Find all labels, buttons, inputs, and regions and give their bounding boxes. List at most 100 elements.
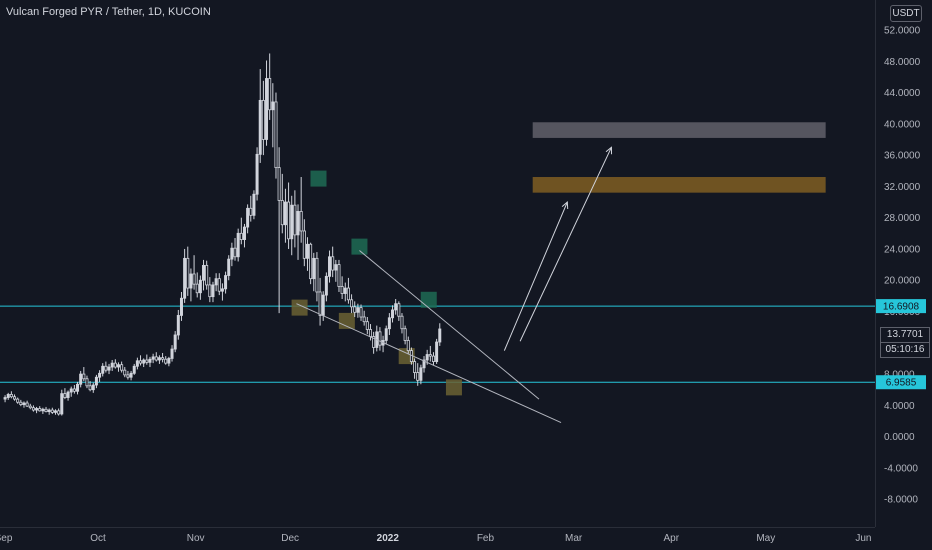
candle-body [321, 294, 325, 316]
x-tick-label: Nov [187, 533, 205, 544]
currency-button[interactable]: USDT [890, 5, 922, 22]
candle-body [123, 369, 127, 376]
candle-body [183, 257, 187, 299]
candle-body [296, 211, 300, 236]
pivot-marker [351, 238, 368, 255]
candle-body [44, 408, 48, 413]
candle-body [13, 396, 17, 400]
bar-countdown: 05:10:16 [881, 342, 929, 357]
candle-body [47, 409, 51, 413]
target-zone-2 [532, 177, 826, 193]
candle-body [302, 230, 306, 259]
current-price-value: 13.7701 [886, 329, 924, 340]
candle-body [35, 408, 39, 411]
candle-body [378, 331, 382, 346]
y-tick-label: 20.0000 [884, 276, 921, 287]
arrow-head [561, 200, 569, 210]
level-badge [876, 375, 926, 390]
candle-body [287, 201, 291, 240]
candle-body [167, 358, 171, 364]
candle-body [334, 264, 338, 271]
candle-body [205, 264, 209, 286]
candle-body [179, 297, 183, 316]
candle-body [372, 336, 376, 348]
trend-line-2 [359, 250, 540, 400]
candle-body [416, 372, 420, 381]
candle-body [154, 356, 158, 361]
candle-body [236, 232, 240, 258]
candle-body [435, 341, 439, 362]
candle-body [142, 359, 146, 364]
candle-body [25, 402, 29, 407]
x-tick-label: May [756, 533, 775, 544]
y-tick-label: 36.0000 [884, 151, 921, 162]
candle-body [60, 393, 64, 415]
candle-body [208, 284, 212, 298]
y-tick-label: 44.0000 [884, 88, 921, 99]
pivot-marker [445, 379, 462, 396]
x-tick-label: Oct [90, 533, 106, 544]
y-tick-label: 28.0000 [884, 213, 921, 224]
candle-body [132, 365, 136, 374]
candle-body [135, 360, 139, 367]
candle-body [69, 388, 73, 393]
target-zone-1 [532, 122, 826, 138]
level-badge-label: 6.9585 [886, 378, 917, 389]
candle-body [413, 361, 417, 373]
candle-body [356, 307, 360, 313]
candle-body [120, 364, 124, 371]
pivot-marker [420, 291, 437, 308]
level-badge [876, 299, 926, 314]
x-tick-label: Sep [0, 533, 13, 544]
candle-body [400, 315, 404, 330]
candle-body [346, 287, 350, 301]
candle-body [170, 348, 174, 359]
candle-body [359, 307, 363, 318]
chart-title: Vulcan Forged PYR / Tether, 1D, KUCOIN [6, 6, 211, 18]
x-tick-label: 2022 [377, 533, 400, 544]
candle-body [268, 78, 272, 111]
candle-body [79, 373, 83, 385]
y-tick-label: 4.0000 [884, 401, 915, 412]
candle-body [113, 362, 117, 368]
candle-body [362, 316, 366, 323]
candle-body [274, 101, 278, 169]
level-badge-label: 16.6908 [883, 302, 920, 313]
candle-body [6, 394, 10, 398]
candle-body [148, 358, 152, 363]
current-price-label: 13.7701 05:10:16 [880, 327, 930, 358]
candle-body [31, 407, 35, 411]
candle-body [324, 275, 328, 296]
candle-body [255, 153, 259, 195]
candle-body [173, 334, 177, 350]
candle-body [85, 378, 89, 387]
candle-body [350, 299, 354, 308]
candle-body [91, 384, 95, 391]
candle-body [315, 257, 319, 293]
candle-body [98, 372, 102, 378]
y-tick-label: 52.0000 [884, 26, 921, 37]
candle-body [198, 279, 202, 294]
candle-body [246, 207, 250, 228]
candle-body [397, 303, 401, 317]
candle-body [394, 303, 398, 311]
candle-body [283, 201, 287, 226]
candle-body [161, 357, 165, 360]
y-tick-label: 8.0000 [884, 370, 915, 381]
candle-body [41, 408, 45, 412]
candle-body [406, 340, 410, 352]
candle-body [365, 321, 369, 330]
y-tick-label: 48.0000 [884, 57, 921, 68]
candle-body [110, 362, 114, 368]
candle-body [428, 354, 432, 357]
candle-body [224, 275, 228, 290]
candle-body [252, 193, 256, 216]
candle-body [233, 247, 237, 258]
candle-body [88, 385, 92, 391]
candle-body [3, 397, 7, 400]
candle-body [343, 287, 347, 294]
candle-body [50, 409, 54, 413]
candle-body [129, 372, 133, 378]
candle-body [82, 373, 86, 380]
